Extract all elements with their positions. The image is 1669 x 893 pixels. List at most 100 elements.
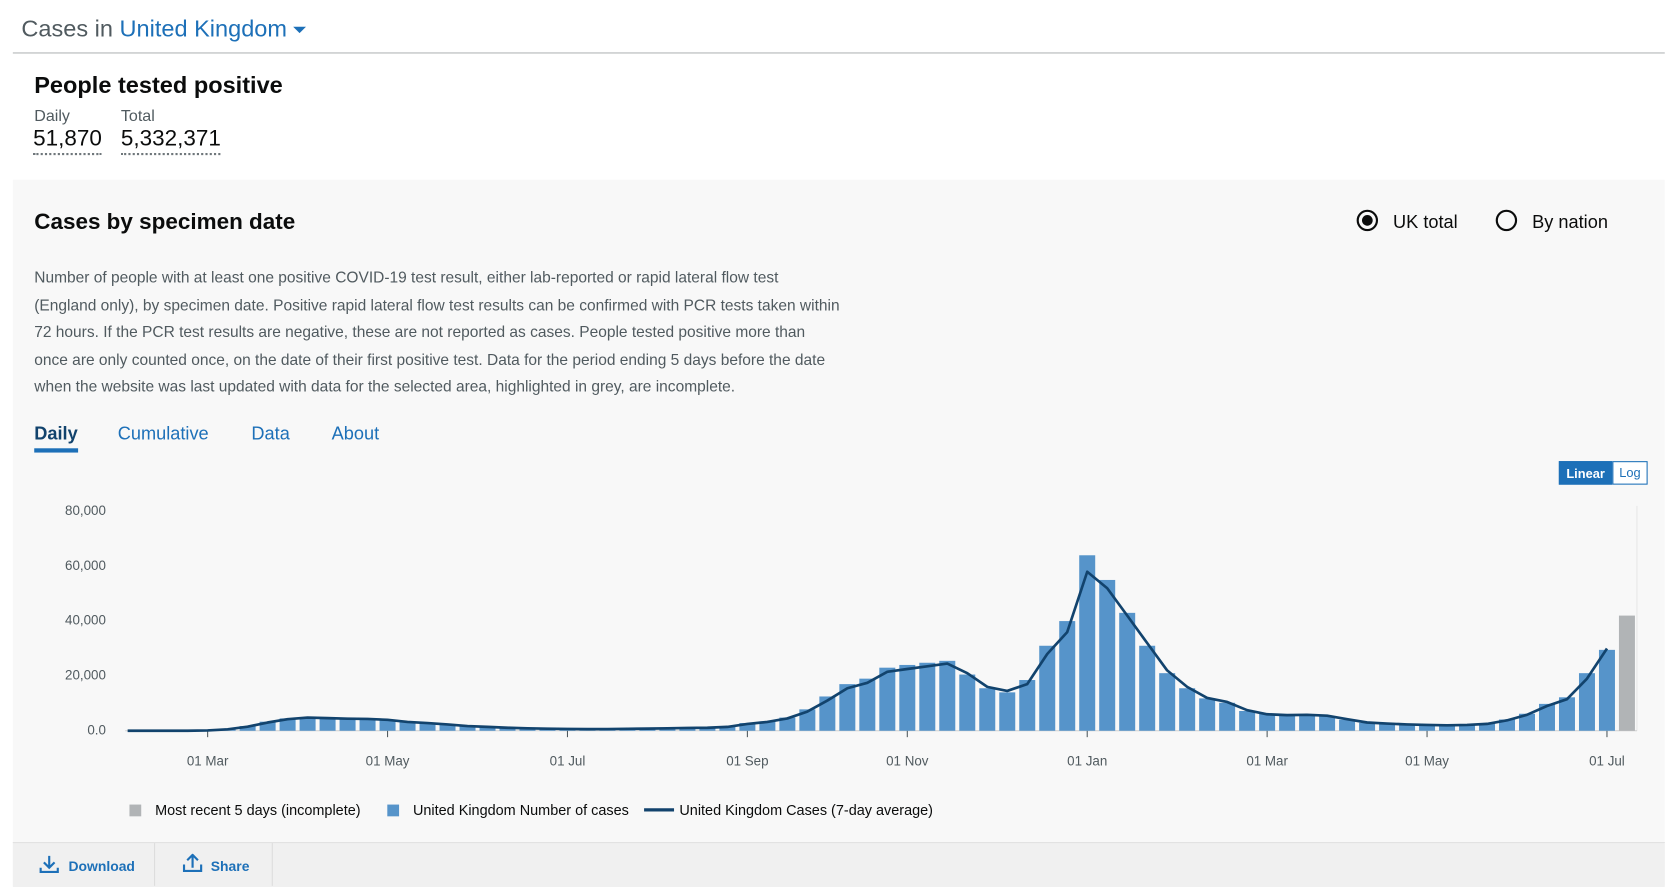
bar	[1459, 724, 1476, 731]
bar	[419, 723, 436, 731]
y-tick-label: 0.0	[87, 722, 106, 737]
bar	[1019, 680, 1036, 731]
bar	[879, 667, 896, 731]
bar	[299, 717, 316, 731]
bar	[1119, 612, 1136, 731]
bar	[1079, 555, 1096, 731]
x-tick-label: 01 Mar	[187, 753, 229, 768]
bar	[1399, 724, 1416, 731]
bar	[719, 726, 736, 731]
bar	[1339, 719, 1356, 731]
separator	[271, 843, 273, 886]
bar	[1359, 722, 1376, 731]
total-value: 5,332,371	[120, 126, 221, 156]
bar	[799, 709, 816, 731]
tab[interactable]: About	[331, 423, 380, 445]
legend-swatch	[129, 804, 142, 817]
bar	[259, 721, 276, 731]
scale-button[interactable]: Linear	[1558, 461, 1613, 485]
bar	[1039, 645, 1056, 731]
radio-button[interactable]	[1495, 209, 1518, 232]
bar	[699, 727, 716, 731]
bar	[1379, 723, 1396, 731]
bar	[339, 718, 356, 731]
total-label: Total	[120, 106, 155, 126]
bar	[839, 684, 856, 731]
dropdown-caret[interactable]	[293, 26, 307, 35]
bar	[919, 662, 936, 731]
bar	[319, 717, 336, 731]
bar	[1199, 698, 1216, 731]
bar	[359, 718, 376, 731]
bar	[1578, 673, 1595, 731]
x-tick-label: 01 May	[366, 753, 410, 768]
bar	[1299, 714, 1316, 731]
bar	[399, 721, 416, 731]
scale-button[interactable]: Log	[1612, 461, 1648, 485]
radio-label[interactable]: UK total	[1393, 211, 1458, 233]
bar	[779, 717, 796, 731]
x-tick-label: 01 Nov	[886, 753, 929, 768]
bar	[1598, 649, 1615, 731]
share-button[interactable]: Share	[210, 858, 250, 875]
x-tick-label: 01 Jul	[1589, 753, 1625, 768]
bar	[239, 726, 256, 731]
bar	[959, 674, 976, 731]
legend-label: Most recent 5 days (incomplete)	[155, 803, 360, 819]
bar	[999, 692, 1016, 731]
average-line	[127, 570, 1609, 733]
bar	[1159, 673, 1176, 731]
area-selector[interactable]: United Kingdom	[119, 14, 288, 42]
action-bar	[12, 842, 1665, 887]
legend-swatch	[387, 804, 400, 817]
legend-label: United Kingdom Cases (7-day average)	[679, 803, 933, 819]
bar	[459, 725, 476, 731]
bar	[279, 718, 296, 731]
daily-value: 51,870	[33, 126, 102, 156]
bar	[1099, 579, 1116, 731]
bar	[1279, 715, 1296, 731]
y-tick-label: 20,000	[65, 667, 106, 682]
bar	[759, 721, 776, 731]
download-button[interactable]: Download	[68, 858, 135, 875]
bar	[1259, 714, 1276, 731]
bar	[1059, 621, 1076, 731]
bar	[819, 696, 836, 731]
share-icon[interactable]	[182, 853, 203, 873]
bar	[1538, 703, 1555, 731]
bar	[1618, 615, 1635, 731]
bar	[859, 678, 876, 731]
x-tick-label: 01 Mar	[1246, 753, 1288, 768]
legend-label: United Kingdom Number of cases	[413, 803, 629, 819]
x-tick-label: 01 Jul	[550, 753, 586, 768]
bar	[1419, 725, 1436, 731]
bar	[1558, 697, 1575, 731]
description: Number of people with at least one posit…	[34, 269, 840, 397]
bar	[499, 727, 516, 731]
y-tick-label: 40,000	[65, 613, 106, 628]
daily-label: Daily	[34, 106, 70, 126]
separator	[154, 843, 156, 886]
bar	[1179, 688, 1196, 731]
bar	[1219, 702, 1236, 731]
tab[interactable]: Daily	[34, 424, 78, 453]
tab[interactable]: Data	[251, 423, 290, 445]
bar	[479, 727, 496, 731]
bar	[1479, 723, 1496, 731]
bar	[439, 724, 456, 731]
bar	[979, 688, 996, 731]
bar	[1519, 713, 1535, 731]
chart-card	[12, 179, 1665, 886]
download-icon[interactable]	[39, 855, 60, 874]
bar	[1319, 716, 1336, 731]
tab[interactable]: Cumulative	[117, 423, 209, 445]
radio-button[interactable]	[1356, 209, 1379, 232]
card-title: Cases by specimen date	[34, 209, 296, 235]
bar	[739, 723, 756, 731]
headline-title: People tested positive	[34, 71, 283, 99]
bar	[1139, 645, 1156, 731]
radio-label[interactable]: By nation	[1532, 211, 1608, 233]
